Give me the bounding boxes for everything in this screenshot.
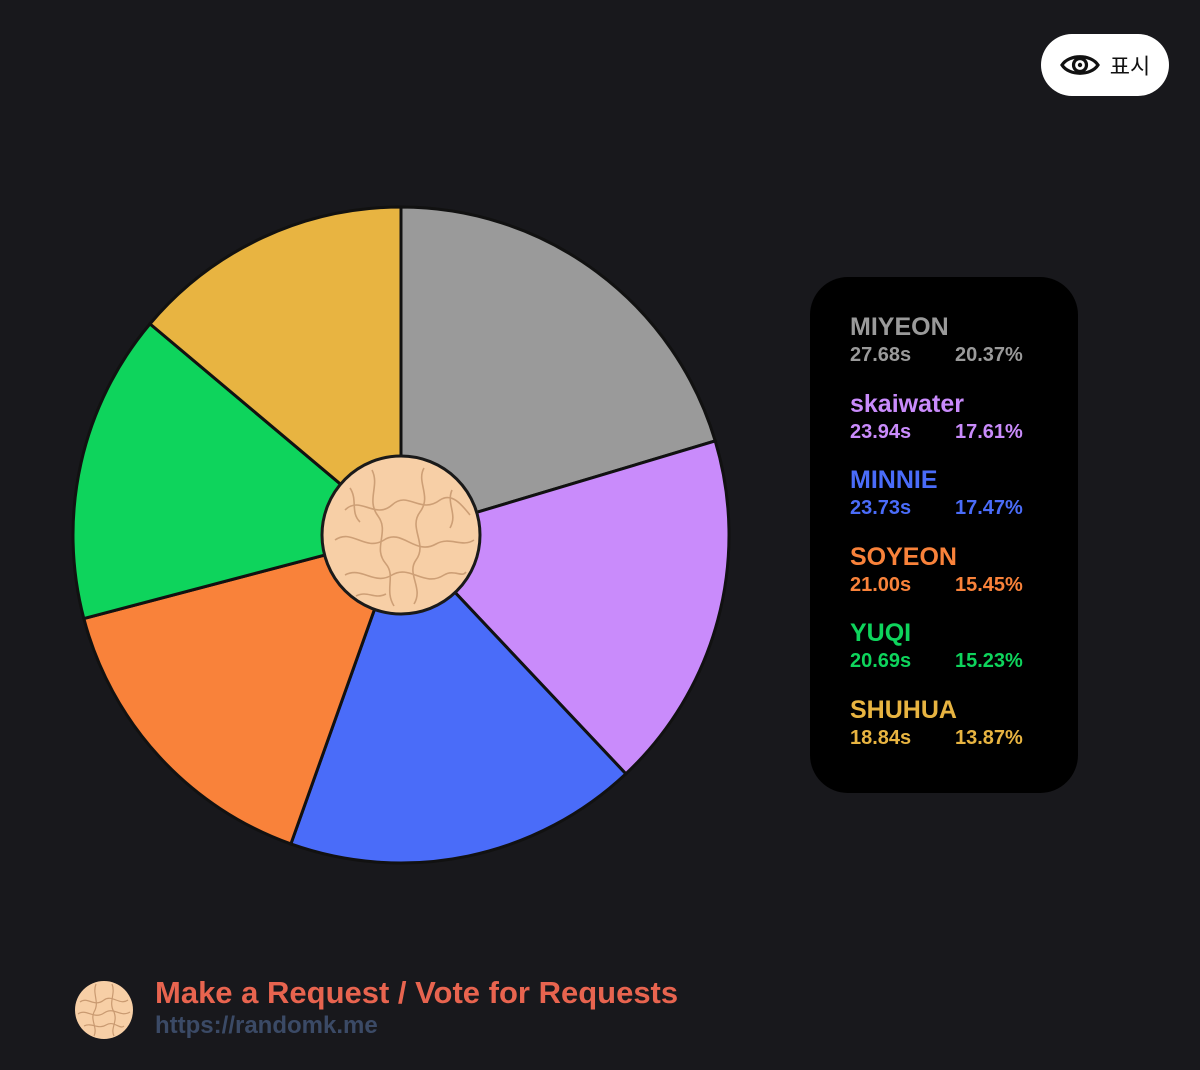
eye-icon — [1059, 55, 1100, 75]
legend-time: 21.00s — [850, 573, 912, 596]
legend-values: 18.84s 13.87% — [850, 726, 1070, 750]
pie-slice-soyeon — [81, 532, 404, 846]
show-button-label: 표시 — [1109, 55, 1151, 80]
request-link[interactable]: Make a Request / Vote for Requests — [155, 975, 679, 1010]
pie-slice-minnie — [288, 532, 628, 865]
legend-name: MINNIE — [850, 466, 938, 494]
pie-slice-skaiwater — [398, 439, 731, 776]
legend-name: YUQI — [850, 619, 912, 647]
footer-logo-icon — [75, 981, 133, 1039]
legend-entry-soyeon: SOYEON 21.00s 15.45% — [850, 543, 1070, 597]
legend-name: SOYEON — [850, 542, 957, 571]
legend-time: 23.94s — [850, 420, 912, 443]
legend-time: 23.73s — [850, 497, 912, 519]
legend-entry-minnie: MINNIE 23.73s 17.47% — [850, 466, 1070, 520]
legend-values: 23.94s 17.61% — [850, 420, 1070, 444]
legend-percent: 20.37% — [955, 344, 1023, 366]
pie-slice-yuqi — [71, 321, 405, 621]
legend-name: SHUHUA — [850, 695, 957, 724]
legend-time: 18.84s — [850, 726, 912, 749]
legend-percent: 15.45% — [955, 573, 1023, 596]
pie-slice-shuhua — [147, 205, 403, 539]
legend-entry-yuqi: YUQI 20.69s 15.23% — [850, 619, 1070, 673]
show-button[interactable]: 표시 — [1041, 34, 1169, 96]
legend-percent: 15.23% — [955, 650, 1023, 672]
legend-values: 27.68s 20.37% — [850, 343, 1070, 367]
legend-name: skaiwater — [850, 389, 964, 418]
legend-entry-shuhua: SHUHUA 18.84s 13.87% — [850, 696, 1070, 750]
pie-slice-miyeon — [399, 205, 718, 538]
legend-time: 27.68s — [850, 344, 912, 366]
legend-entry-skaiwater: skaiwater 23.94s 17.61% — [850, 390, 1070, 444]
legend-values: 21.00s 15.45% — [850, 573, 1070, 597]
site-url-link[interactable]: https://randomk.me — [155, 1012, 378, 1039]
legend-percent: 13.87% — [955, 726, 1023, 749]
legend-entry-miyeon: MIYEON 27.68s 20.37% — [850, 313, 1070, 367]
legend-percent: 17.47% — [955, 497, 1023, 519]
legend: MIYEON 27.68s 20.37% skaiwater 23.94s 17.61% M… — [810, 277, 1078, 793]
legend-time: 20.69s — [850, 650, 912, 672]
legend-values: 20.69s 15.23% — [850, 649, 1070, 673]
legend-name: MIYEON — [850, 313, 949, 341]
legend-values: 23.73s 17.47% — [850, 496, 1070, 520]
randomk-logo-icon — [320, 454, 482, 616]
legend-percent: 17.61% — [955, 420, 1023, 443]
pie-chart — [71, 205, 731, 865]
